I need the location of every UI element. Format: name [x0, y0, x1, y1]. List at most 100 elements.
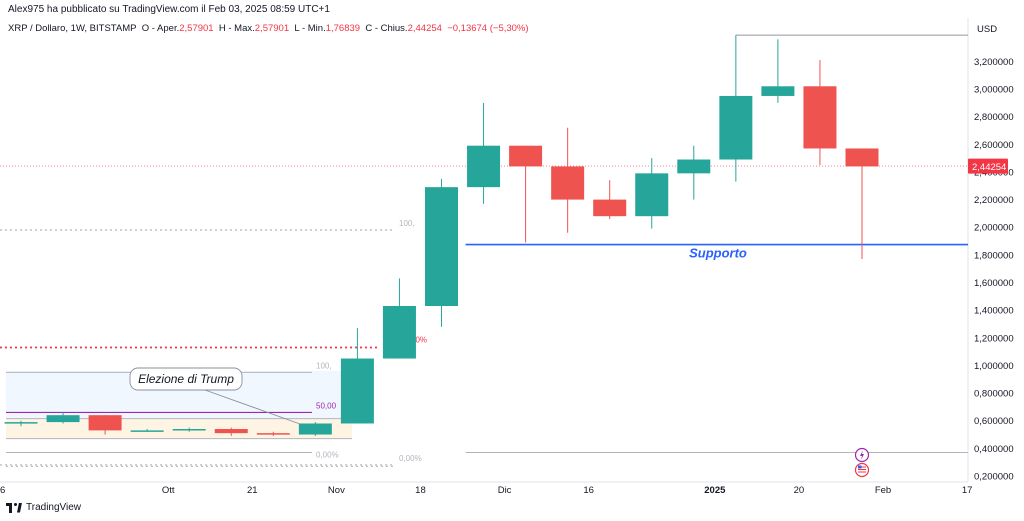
y-tick-label: 2,000000	[974, 223, 1014, 234]
tradingview-logo-icon	[6, 502, 22, 513]
candle-body	[467, 145, 501, 188]
x-tick-label: Ott	[162, 485, 175, 496]
y-tick-label: 1,200000	[974, 333, 1014, 344]
candle	[4, 420, 38, 427]
x-tick-label: 20	[794, 485, 805, 496]
candle-body	[256, 433, 290, 435]
us-flag-icon	[854, 462, 870, 478]
y-tick-label: 2,800000	[974, 112, 1014, 123]
support-label: Supporto	[689, 246, 747, 261]
y-tick-label: 3,000000	[974, 85, 1014, 96]
y-tick-label: 1,600000	[974, 278, 1014, 289]
candle-body	[551, 166, 585, 200]
candle	[845, 148, 879, 260]
y-tick-label: 1,400000	[974, 306, 1014, 317]
x-tick-label: 18	[415, 485, 426, 496]
x-tick-label: 16	[0, 485, 5, 496]
candle	[677, 145, 711, 200]
candle-body	[593, 199, 627, 217]
candle	[635, 158, 669, 229]
candle-body	[803, 86, 837, 149]
candle-body	[761, 86, 795, 96]
high-value: 2,57901	[254, 23, 290, 34]
candle-body	[382, 306, 416, 359]
y-tick-label: 2,600000	[974, 140, 1014, 151]
candle-body	[130, 430, 164, 432]
candle	[382, 278, 416, 359]
low-label: L - Min.	[294, 23, 326, 34]
y-tick-label: 3,200000	[974, 57, 1014, 68]
candle	[172, 427, 206, 432]
publisher-line: Alex975 ha pubblicato su TradingView.com…	[8, 4, 330, 15]
candle-body	[214, 429, 248, 434]
last-price-tag	[968, 158, 1008, 174]
candle	[88, 415, 122, 435]
y-tick-label: 0,400000	[974, 444, 1014, 455]
last-price-label: 2,44254	[972, 162, 1006, 173]
high-label: H - Max.	[218, 23, 255, 34]
candle-body	[46, 415, 80, 423]
fib-label: 0,00%	[316, 451, 339, 460]
y-tick-label: 1,000000	[974, 361, 1014, 372]
y-tick-label: 0,600000	[974, 416, 1014, 427]
candle	[803, 60, 837, 166]
y-tick-label: 2,200000	[974, 195, 1014, 206]
candle-body	[509, 145, 543, 167]
fib-label: 0,00%	[399, 454, 422, 463]
x-tick-label: 17	[962, 485, 973, 496]
open-value: 2,57901	[179, 23, 214, 34]
fib-label: 100,	[316, 361, 332, 370]
candle	[425, 178, 458, 327]
candle	[340, 328, 374, 424]
callout-text: Elezione di Trump	[138, 372, 234, 386]
footer-brand: TradingView	[26, 502, 82, 513]
candle-body	[635, 173, 669, 217]
candle-body	[298, 423, 332, 435]
candle	[551, 127, 585, 233]
x-tick-label: Feb	[875, 485, 891, 496]
x-tick-label: 2025	[704, 485, 726, 496]
fib-label: 100,	[399, 219, 415, 228]
flag-canton	[858, 465, 862, 469]
candle-body	[88, 415, 122, 431]
symbol-label: XRP / Dollaro, 1W, BITSTAMP	[8, 23, 137, 34]
candle	[298, 422, 332, 436]
close-value: 2,44254	[407, 23, 442, 34]
candle-body	[719, 95, 753, 160]
candle-body	[677, 159, 711, 174]
candle	[509, 145, 543, 243]
x-tick-label: Nov	[328, 485, 345, 496]
candle	[214, 427, 248, 436]
candle-body	[425, 187, 458, 307]
x-tick-label: Dic	[498, 485, 512, 496]
footer: TradingView	[6, 502, 81, 513]
callout-box	[129, 367, 243, 391]
y-tick-label: 1,800000	[974, 250, 1014, 261]
lightning-icon-bolt	[860, 450, 864, 460]
candle	[46, 412, 80, 424]
candle	[130, 429, 164, 432]
change-value: −0,13674 (−5,30%)	[447, 23, 529, 34]
candle	[719, 35, 753, 182]
trump-callout: Elezione di Trump	[129, 367, 301, 425]
y-tick-label: 0,800000	[974, 389, 1014, 400]
x-tick-label: 16	[583, 485, 594, 496]
callout-pointer	[204, 389, 301, 425]
lightning-icon	[854, 447, 870, 463]
close-label: C - Chius.	[365, 23, 408, 34]
y-tick-label: 0,200000	[974, 472, 1014, 483]
candle	[256, 431, 290, 436]
candle	[593, 180, 627, 219]
open-label: O - Aper.	[141, 23, 180, 34]
fib-label: 50,00	[316, 401, 337, 410]
candle-body	[845, 148, 879, 167]
candle	[761, 39, 795, 103]
candle-body	[340, 358, 374, 424]
candle-body	[172, 429, 206, 431]
low-value: 1,76839	[325, 23, 361, 34]
candle	[467, 102, 501, 204]
currency-label: USD	[977, 24, 998, 35]
ohlc-legend: XRP / Dollaro, 1W, BITSTAMP O - Aper.2,5…	[8, 23, 529, 34]
x-tick-label: 21	[247, 485, 258, 496]
